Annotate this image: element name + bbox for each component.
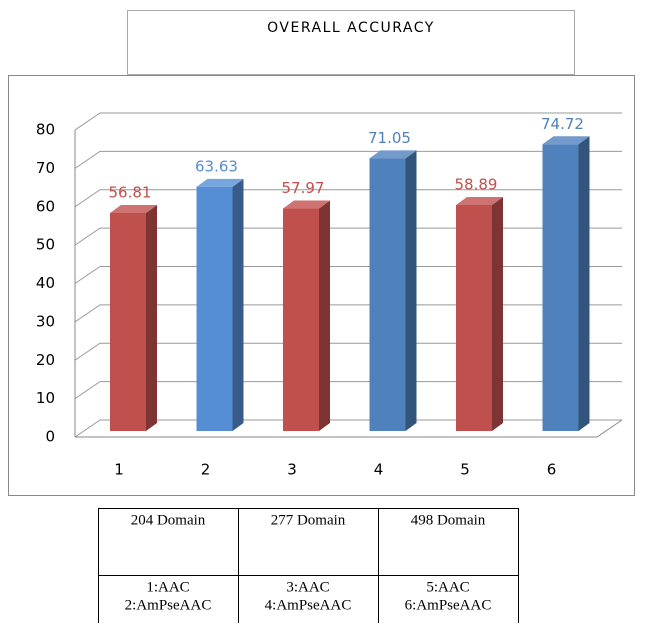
table: 204 Domain 277 Domain 498 Domain 1:AAC 2:AmP… [98,508,519,628]
bar [456,205,492,431]
bar-top [369,150,417,159]
x-tick-label: 4 [374,461,384,479]
x-tick-label: 6 [547,461,557,479]
y-tick-label: 50 [36,236,55,254]
bar-side [319,200,330,431]
y-tick-label: 70 [36,159,55,177]
bar-top [110,204,157,213]
grid-line [74,266,622,284]
bar-top [196,178,244,187]
cell-text: 5:AAC [426,579,469,595]
bar-top [283,200,330,209]
plot: 0 10 20 30 40 50 60 70 80 56.81 1 63.63 2 57.97 3 71.05… [36,112,623,479]
y-tick-label: 80 [36,121,55,139]
cell-text: 3:AAC [286,579,329,595]
chart-frame [8,75,635,496]
x-tick-label: 2 [201,461,211,479]
grid-line [74,419,622,438]
y-tick-label: 60 [36,197,55,215]
y-tick-label: 40 [36,274,55,292]
bar-top [456,197,503,206]
chart-title: OVERALL ACCURACY [267,20,435,36]
y-tick-label: 10 [36,389,55,407]
x-tick-label: 5 [460,461,470,479]
x-tick-label: 3 [287,461,297,479]
grid-line [74,304,622,323]
y-tick-label: 20 [36,351,55,369]
cell-text: 277 Domain [271,512,346,528]
bar-side [578,136,590,431]
cell-text: 4:AmPseAAC [265,597,352,613]
value-label: 56.81 [109,183,152,201]
bar-side [405,150,417,431]
bar-side [492,197,503,431]
value-label: 57.97 [282,179,325,197]
bar-side [232,178,244,431]
value-label: 58.89 [455,176,498,194]
bar-side [146,204,157,431]
x-tick-label: 1 [114,461,124,479]
value-label: 74.72 [541,115,584,133]
grid-line [74,112,622,131]
grid-line [74,381,622,400]
y-tick-label: 0 [45,428,55,446]
bar [110,212,146,431]
bar [369,158,406,431]
value-label: 71.05 [368,129,411,147]
cell-text: 498 Domain [411,512,486,528]
bar [542,144,579,431]
cell-text: 1:AAC [146,579,189,595]
grid-line [74,227,622,246]
bar [196,186,233,431]
grid-line [74,189,622,208]
grid-line [74,342,622,361]
title-box [127,10,575,75]
value-label: 63.63 [195,157,238,175]
floor [75,419,623,438]
cell-text: 6:AmPseAAC [405,597,492,613]
cell-text: 204 Domain [131,512,206,528]
grid-line [74,150,622,169]
table-cell [378,575,519,628]
bar-top [542,136,590,145]
bar [283,208,319,431]
y-tick-label: 30 [36,312,55,330]
cell-text: 2:AmPseAAC [125,597,212,613]
